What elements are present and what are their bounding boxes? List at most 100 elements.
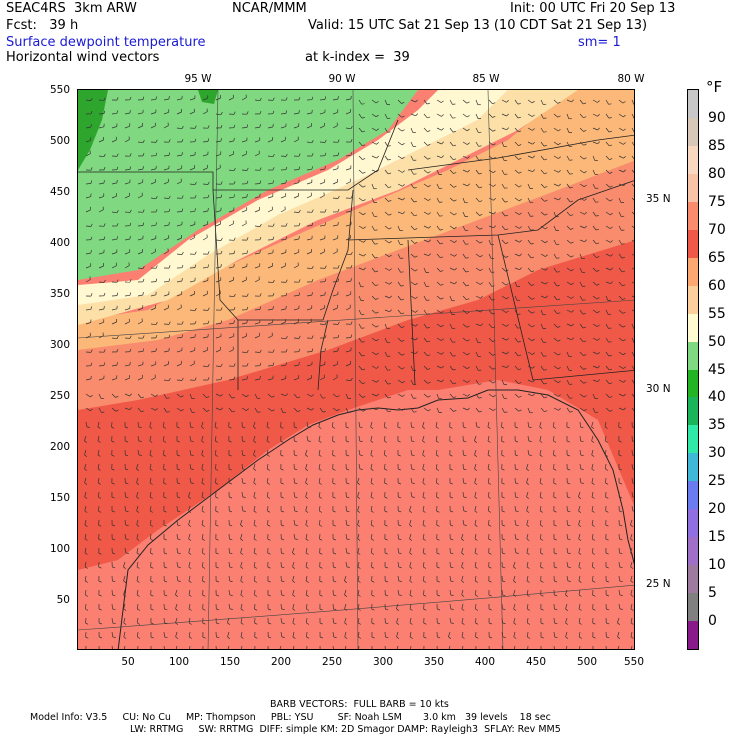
wind-barb-flag xyxy=(84,440,87,443)
wind-barb-flag xyxy=(409,622,413,625)
wind-barb-flag xyxy=(253,468,257,471)
wind-barb-flag xyxy=(597,338,600,341)
wind-barb-flag xyxy=(539,468,543,471)
wind-barb xyxy=(332,197,339,199)
wind-barb xyxy=(410,225,415,230)
wind-barb xyxy=(422,449,425,455)
wind-barb xyxy=(396,631,399,637)
wind-barb xyxy=(410,309,416,313)
wind-barb-flag xyxy=(306,608,310,611)
wind-barb-flag xyxy=(319,566,323,569)
wind-barb xyxy=(474,477,477,483)
wind-barb-flag xyxy=(531,297,535,300)
wind-barb-flag xyxy=(311,222,314,226)
wind-barb-flag xyxy=(362,395,366,398)
wind-barb xyxy=(527,225,531,231)
lon-line xyxy=(487,90,504,649)
wind-barb-flag xyxy=(450,608,454,610)
wind-barb xyxy=(553,169,559,173)
wind-barb xyxy=(436,491,438,498)
wind-barb-flag xyxy=(415,351,418,354)
wind-barb xyxy=(111,238,117,241)
wind-barb xyxy=(604,449,607,456)
wind-barb xyxy=(215,293,221,297)
wind-barb xyxy=(124,533,127,539)
band-green-dark xyxy=(78,90,108,170)
wind-barb-flag xyxy=(505,296,509,300)
wind-barb-flag xyxy=(370,426,374,429)
wind-barb xyxy=(553,323,558,328)
wind-barb-flag xyxy=(98,524,102,527)
wind-barb xyxy=(345,237,351,241)
colorbar-unit: °F xyxy=(706,78,723,96)
wind-barb-flag xyxy=(90,249,92,254)
wind-barb-flag xyxy=(155,209,158,213)
wind-barb xyxy=(436,169,440,175)
wind-barb-flag xyxy=(84,454,88,457)
wind-barb xyxy=(384,183,389,188)
wind-barb xyxy=(345,111,351,115)
wind-barb-flag xyxy=(350,208,353,212)
wind-barb-flag xyxy=(436,580,440,583)
wind-barb-flag xyxy=(215,454,219,457)
wind-barb xyxy=(176,224,182,227)
wind-barb xyxy=(605,169,610,174)
wind-barb xyxy=(501,281,507,286)
wind-barb xyxy=(124,182,130,185)
wind-barb-flag xyxy=(618,426,622,429)
wind-barb-flag xyxy=(254,594,258,597)
wind-barb-flag xyxy=(216,636,220,639)
wind-barb xyxy=(253,547,256,553)
wind-barb-flag xyxy=(413,200,417,203)
wind-barb xyxy=(527,393,533,397)
wind-barb xyxy=(319,323,325,326)
wind-barb xyxy=(345,350,351,353)
wind-barb xyxy=(501,617,504,624)
wind-barb-flag xyxy=(163,426,167,429)
wind-barb xyxy=(267,139,273,143)
wind-barb-flag xyxy=(168,221,170,226)
wind-barb-flag xyxy=(414,296,418,299)
wind-barb-flag xyxy=(318,440,322,443)
wind-barb xyxy=(293,477,295,484)
wind-barb xyxy=(527,337,533,342)
wind-barb xyxy=(292,603,295,609)
wind-barb xyxy=(254,351,261,353)
wind-barb-flag xyxy=(582,102,587,105)
wind-barb-flag xyxy=(531,284,535,286)
wind-barb-flag xyxy=(190,482,194,484)
wind-barb xyxy=(631,379,634,384)
wind-barb xyxy=(124,321,130,325)
wind-barb xyxy=(397,183,403,187)
wind-barb-flag xyxy=(553,440,557,443)
wind-barb-flag xyxy=(350,152,352,156)
wind-barb xyxy=(527,183,531,189)
wind-barb-flag xyxy=(346,482,350,485)
wind-barb xyxy=(241,351,247,354)
wind-barb xyxy=(215,336,221,339)
wind-barb-flag xyxy=(398,482,402,485)
wind-barb xyxy=(630,589,633,595)
wind-barb-flag xyxy=(180,409,184,412)
wind-barb xyxy=(384,113,388,119)
wind-barb xyxy=(98,335,104,339)
wind-barb-flag xyxy=(584,239,587,243)
wind-barb-flag xyxy=(266,426,270,429)
wind-barb-flag xyxy=(427,157,431,160)
wind-barb-flag xyxy=(194,334,196,338)
wind-barb-flag xyxy=(554,566,558,569)
wind-barb-flag xyxy=(450,538,454,541)
wind-barb-flag xyxy=(475,608,479,611)
wind-barb xyxy=(267,126,273,129)
wind-barb-flag xyxy=(188,538,192,541)
wind-barb-flag xyxy=(632,510,634,512)
wind-barb xyxy=(358,183,364,188)
wind-barb-flag xyxy=(557,325,561,328)
wind-barb-flag xyxy=(618,454,622,457)
wind-barb-flag xyxy=(112,608,116,611)
wind-barb-flag xyxy=(358,636,362,639)
wind-barb xyxy=(253,575,256,582)
wind-barb-flag xyxy=(388,186,392,189)
wind-barb-flag xyxy=(350,139,353,143)
wind-barb-flag xyxy=(164,622,168,625)
